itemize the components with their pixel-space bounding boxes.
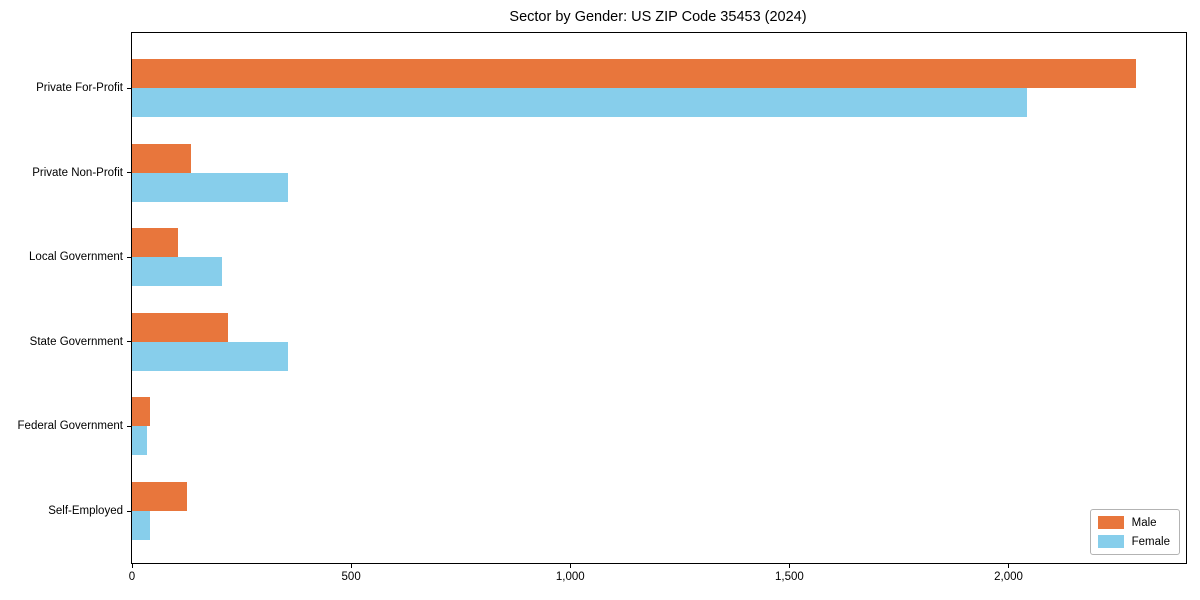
legend-entry-male: Male bbox=[1097, 516, 1170, 529]
x-tick-1500 bbox=[788, 563, 790, 568]
plot-area: Male Female Private For-Profit Private Non… bbox=[18, 32, 1187, 583]
x-tick-500 bbox=[350, 563, 352, 568]
y-axis-label-local-government: Local Government bbox=[29, 251, 123, 264]
x-tick-label-1000: 1,000 bbox=[555, 571, 585, 583]
x-tick-label-2000: 2,000 bbox=[994, 571, 1023, 583]
y-axis-label-private-non-profit: Private Non-Profit bbox=[32, 166, 123, 179]
legend: Male Female bbox=[1089, 509, 1180, 555]
y-axis-label-private-for-profit: Private For-Profit bbox=[36, 82, 123, 94]
y-tick-local-government bbox=[127, 256, 132, 258]
y-axis-label-self-employed: Self-Employed bbox=[48, 505, 123, 517]
y-tick-federal-government bbox=[127, 425, 132, 427]
x-tick-label-0: 0 bbox=[128, 571, 136, 583]
bar-female-federal-government bbox=[132, 426, 147, 456]
bar-male-federal-government bbox=[132, 397, 150, 427]
y-tick-state-government bbox=[127, 341, 132, 343]
y-tick-private-for-profit bbox=[127, 87, 132, 89]
y-tick-private-non-profit bbox=[127, 172, 132, 174]
x-tick-1000 bbox=[569, 563, 571, 568]
bar-male-private-non-profit bbox=[132, 143, 191, 173]
chart-title: Sector by Gender: US ZIP Code 35453 (202… bbox=[509, 9, 807, 25]
x-tick-2000 bbox=[1008, 563, 1009, 568]
x-tick-label-500: 500 bbox=[341, 571, 361, 583]
bar-female-local-government bbox=[132, 257, 222, 287]
legend-swatch-female bbox=[1097, 535, 1124, 548]
legend-entry-female: Female bbox=[1097, 535, 1170, 548]
x-tick-0 bbox=[131, 563, 133, 568]
legend-label-female: Female bbox=[1131, 535, 1170, 548]
y-tick-self-employed bbox=[127, 510, 132, 512]
bar-female-private-for-profit bbox=[132, 88, 1027, 117]
bar-female-state-government bbox=[132, 341, 288, 371]
bar-female-self-employed bbox=[132, 511, 150, 540]
legend-label-male: Male bbox=[1131, 516, 1157, 529]
y-axis-label-state-government: State Government bbox=[29, 335, 123, 348]
bar-male-self-employed bbox=[132, 482, 187, 511]
legend-swatch-male bbox=[1097, 516, 1124, 529]
bar-male-local-government bbox=[132, 228, 178, 258]
y-axis-label-federal-government: Federal Government bbox=[17, 420, 123, 433]
x-tick-label-1500: 1,500 bbox=[774, 571, 804, 583]
bar-male-private-for-profit bbox=[132, 59, 1136, 88]
bar-male-state-government bbox=[132, 312, 228, 342]
bar-female-private-non-profit bbox=[132, 172, 288, 202]
